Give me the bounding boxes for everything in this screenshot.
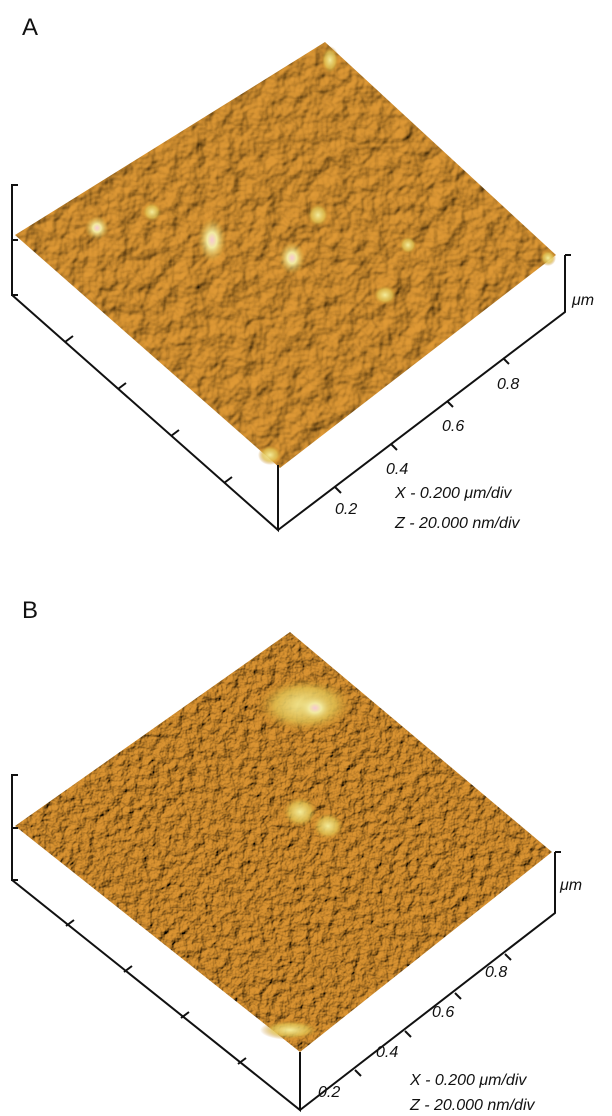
panel-b: B 0.2 0.4 0.6 0.8 μm X - 0.200 μm/div Z … <box>12 597 582 1114</box>
axis-tick-label: 0.8 <box>485 964 507 981</box>
axis-unit: μm <box>559 877 582 894</box>
axis-tick-label: 0.2 <box>318 1084 340 1101</box>
scale-x: X - 0.200 μm/div <box>394 485 512 502</box>
scale-z: Z - 20.000 nm/div <box>409 1097 536 1114</box>
panel-label: B <box>22 597 38 624</box>
axis-tick-label: 0.2 <box>335 501 357 518</box>
z-axis <box>12 775 18 880</box>
axis-tick-label: 0.8 <box>497 376 519 393</box>
scale-z: Z - 20.000 nm/div <box>394 515 521 532</box>
panel-a: A 0.2 0.4 0.6 0.8 μm X - 0.200 μm/div Z … <box>12 14 594 532</box>
axis-unit: μm <box>571 292 594 309</box>
scale-x: X - 0.200 μm/div <box>409 1072 527 1089</box>
axis-tick-label: 0.6 <box>442 418 464 435</box>
z-axis <box>12 185 18 295</box>
axis-tick-label: 0.4 <box>386 461 408 478</box>
panel-label: A <box>22 14 38 41</box>
axis-tick-label: 0.4 <box>376 1044 398 1061</box>
figure: A 0.2 0.4 0.6 0.8 μm X - 0.200 μm/div Z … <box>0 0 612 1116</box>
axis-tick-label: 0.6 <box>432 1004 454 1021</box>
